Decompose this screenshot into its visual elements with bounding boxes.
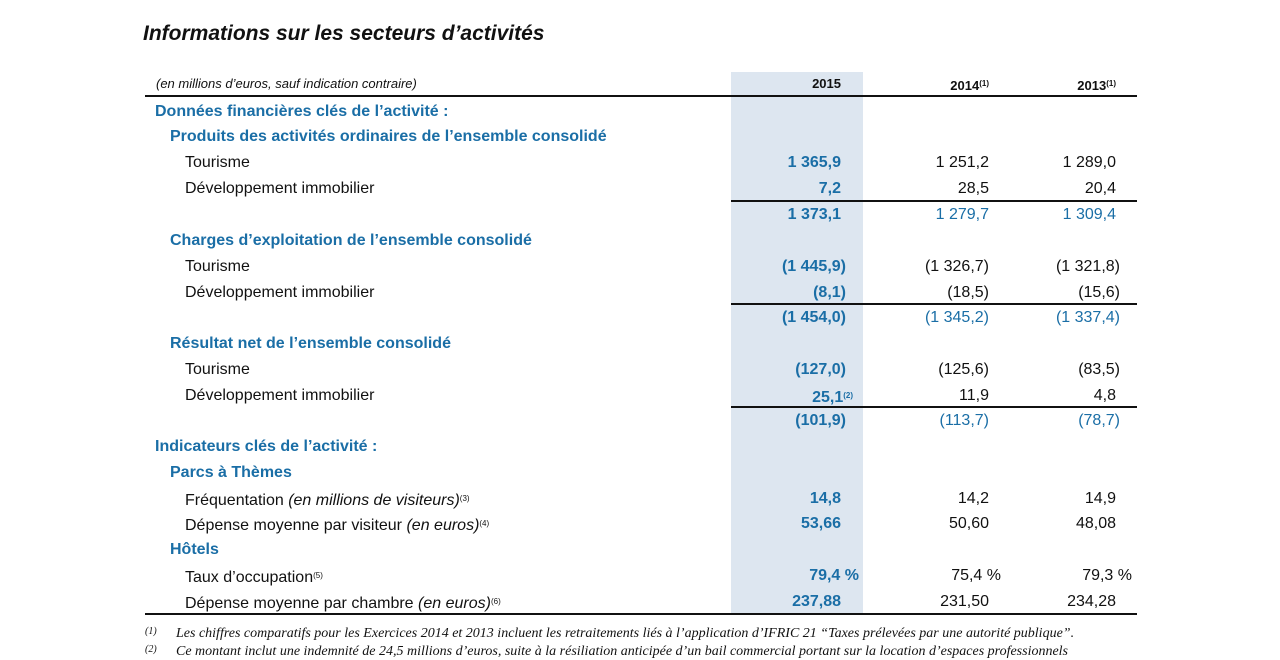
table-row: Tourisme (127,0) (125,6) (83,5) [185, 361, 1120, 378]
col-2013-year: 2013 [1077, 78, 1107, 93]
subtotal-rule [731, 200, 1137, 202]
total-row: (101,9) (113,7) (78,7) [795, 412, 1120, 429]
table-bottom-rule [145, 613, 1137, 615]
subtotal-rule [731, 406, 1137, 408]
table-row: Fréquentation (en millions de visiteurs)… [185, 490, 1116, 509]
section-heading: Données financières clés de l’activité : [155, 103, 449, 120]
table-row: Dépense moyenne par visiteur (en euros)(… [185, 515, 1116, 534]
subsection-heading: Parcs à Thèmes [170, 464, 292, 481]
header-rule [145, 95, 1137, 97]
col-2014: 2014(1) [950, 78, 989, 93]
page-title: Informations sur les secteurs d’activité… [143, 22, 545, 45]
table-row: Dépense moyenne par chambre (en euros)(6… [185, 593, 1116, 612]
col-2013: 2013(1) [1077, 71, 1116, 99]
table-header: (en millions d’euros, sauf indication co… [145, 71, 1137, 97]
subsection-heading: Résultat net de l’ensemble consolidé [170, 335, 451, 352]
table-row: Développement immobilier 7,2 28,5 20,4 [185, 180, 1116, 197]
col-2015: 2015 [812, 76, 841, 91]
total-row: (1 454,0) (1 345,2) (1 337,4) [781, 309, 1120, 326]
subsection-heading: Charges d’exploitation de l’ensemble con… [170, 232, 532, 249]
total-row: 1 373,1 1 279,7 1 309,4 [787, 206, 1116, 223]
table-row: Développement immobilier 25,1(2) 11,9 4,… [185, 387, 1116, 406]
table-row: Tourisme (1 445,9) (1 326,7) (1 321,8) [185, 258, 1120, 275]
subtotal-rule [731, 303, 1137, 305]
subsection-heading: Produits des activités ordinaires de l’e… [170, 128, 607, 145]
section-heading: Indicateurs clés de l’activité : [155, 438, 378, 455]
col-2013-note: (1) [1106, 79, 1116, 88]
table-row: Tourisme 1 365,9 1 251,2 1 289,0 [185, 154, 1116, 171]
highlight-column-2015 [731, 72, 863, 613]
table-row: Développement immobilier (8,1) (18,5) (1… [185, 284, 1120, 301]
table-row: Taux d’occupation(5) 79,4 % 75,4 % 79,3 … [185, 567, 1132, 586]
unit-note: (en millions d’euros, sauf indication co… [156, 76, 417, 91]
subsection-heading: Hôtels [170, 541, 219, 558]
